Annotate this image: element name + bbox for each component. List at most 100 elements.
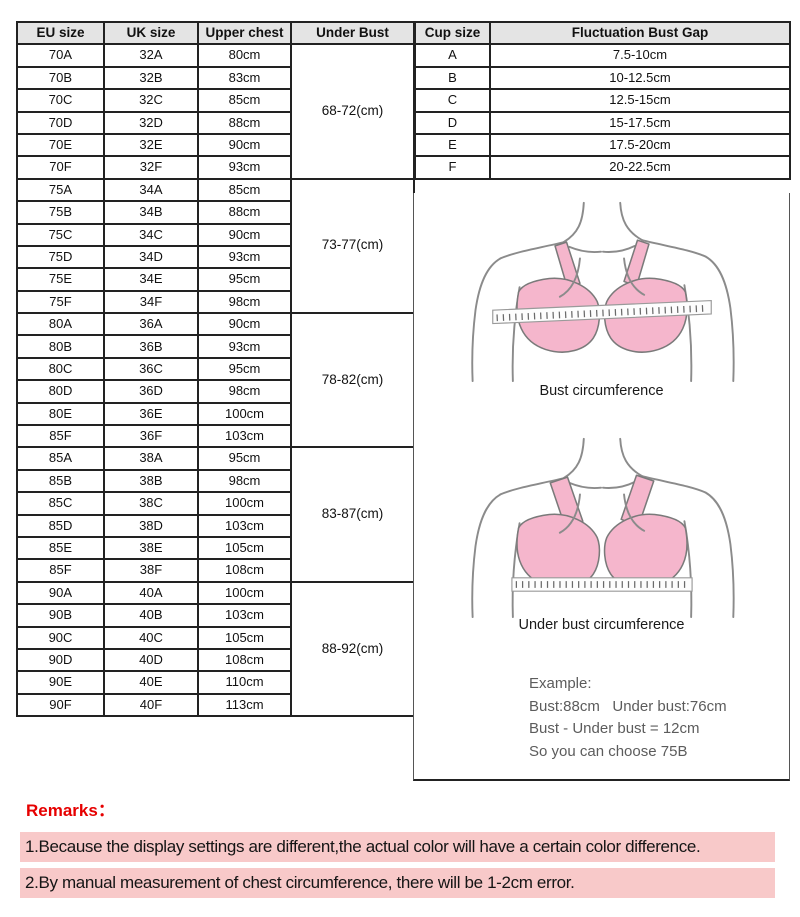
size-row: 70E 32E 90cm: [16, 132, 414, 158]
eu-size-cell: 70C: [16, 88, 105, 113]
size-row: 85F 36F 103cm: [16, 424, 414, 449]
upper-chest-cell: 98cm: [197, 379, 292, 404]
size-row: 85E 38E 105cm: [16, 535, 414, 561]
uk-size-cell: 36F: [103, 424, 199, 449]
upper-chest-cell: 110cm: [197, 670, 292, 695]
eu-size-cell: 75E: [16, 267, 105, 292]
eu-size-cell: 75F: [16, 289, 105, 315]
uk-size-cell: 32B: [103, 65, 199, 91]
uk-size-cell: 38E: [103, 535, 199, 561]
eu-size-cell: 75D: [16, 244, 105, 270]
size-table-body: 70A 32A 80cm 68-72(cm) 70B 32B 83cm 70C 32C 85cm 7…: [16, 43, 415, 718]
size-row: 85F 38F 108cm: [16, 558, 414, 583]
eu-size-cell: 90C: [16, 625, 105, 650]
upper-chest-cell: 85cm: [197, 177, 292, 203]
cup-size-cell: A: [414, 43, 491, 68]
size-row: 75C 34C 90cm: [16, 222, 414, 247]
eu-size-cell: 70E: [16, 132, 105, 158]
upper-chest-cell: 90cm: [197, 222, 292, 247]
bust-gap-cell: 10-12.5cm: [489, 65, 791, 91]
size-row: 75E 34E 95cm: [16, 267, 414, 292]
cup-row: E 17.5-20cm: [414, 132, 791, 158]
uk-size-cell: 34F: [103, 289, 199, 315]
uk-size-cell: 32F: [103, 155, 199, 180]
size-row: 80E 36E 100cm: [16, 401, 414, 427]
remarks-list: 1.Because the display settings are diffe…: [20, 832, 775, 904]
remark-item: 1.Because the display settings are diffe…: [20, 832, 775, 862]
eu-size-cell: 85C: [16, 491, 105, 516]
upper-chest-cell: 108cm: [197, 647, 292, 673]
eu-size-cell: 70A: [16, 43, 105, 68]
cleavage-lines: [558, 257, 646, 298]
cup-row: C 12.5-15cm: [414, 88, 791, 113]
eu-size-cell: 75A: [16, 177, 105, 203]
upper-chest-cell: 93cm: [197, 334, 292, 359]
measuring-tape: [511, 577, 693, 592]
size-row: 70B 32B 83cm: [16, 65, 414, 91]
uk-size-cell: 40C: [103, 625, 199, 650]
size-row: 70C 32C 85cm: [16, 88, 414, 113]
torso-outline: [471, 437, 735, 619]
cup-size-cell: D: [414, 110, 491, 135]
uk-size-cell: 32C: [103, 88, 199, 113]
size-row: 70D 32D 88cm: [16, 110, 414, 135]
under-bust-header: Under Bust: [290, 20, 415, 46]
cup-size-cell: F: [414, 155, 491, 180]
eu-size-cell: 85D: [16, 513, 105, 539]
eu-size-cell: 80D: [16, 379, 105, 404]
upper-chest-cell: 105cm: [197, 625, 292, 650]
eu-size-cell: 85B: [16, 468, 105, 494]
bust-gap-cell: 7.5-10cm: [489, 43, 791, 68]
uk-size-cell: 36C: [103, 356, 199, 382]
uk-size-cell: 38C: [103, 491, 199, 516]
bust-gap-cell: 15-17.5cm: [489, 110, 791, 135]
uk-size-cell: 36A: [103, 312, 199, 337]
eu-size-header: EU size: [16, 20, 105, 46]
upper-chest-header: Upper chest: [197, 20, 292, 46]
eu-size-cell: 90B: [16, 603, 105, 628]
upper-chest-cell: 98cm: [197, 289, 292, 315]
upper-chest-cell: 80cm: [197, 43, 292, 68]
upper-chest-cell: 100cm: [197, 580, 292, 606]
size-row: 70F 32F 93cm: [16, 155, 414, 180]
upper-chest-cell: 83cm: [197, 65, 292, 91]
upper-chest-cell: 103cm: [197, 513, 292, 539]
upper-chest-cell: 108cm: [197, 558, 292, 583]
bust-gap-cell: 20-22.5cm: [489, 155, 791, 180]
upper-chest-cell: 95cm: [197, 446, 292, 471]
cup-table-header-row: Cup size Fluctuation Bust Gap: [414, 20, 791, 46]
upper-chest-cell: 93cm: [197, 155, 292, 180]
cup-size-cell: C: [414, 88, 491, 113]
under-bust-range-cell: 78-82(cm): [290, 312, 415, 449]
eu-size-cell: 85A: [16, 446, 105, 471]
upper-chest-cell: 105cm: [197, 535, 292, 561]
size-row: 70A 32A 80cm 68-72(cm): [16, 43, 415, 180]
size-row: 85D 38D 103cm: [16, 513, 414, 539]
size-row: 90A 40A 100cm 88-92(cm): [16, 580, 415, 718]
cup-row: A 7.5-10cm: [414, 43, 791, 68]
size-row: 85B 38B 98cm: [16, 468, 414, 494]
size-row: 90D 40D 108cm: [16, 647, 414, 673]
cup-table-body: A 7.5-10cm B 10-12.5cm C 12.5-15cm D 15-17.5cm E…: [414, 43, 791, 180]
uk-size-cell: 38B: [103, 468, 199, 494]
cup-row: F 20-22.5cm: [414, 155, 791, 180]
eu-uk-size-table: EU size UK size Upper chest Under Bust 7…: [16, 20, 415, 718]
size-row: 90B 40B 103cm: [16, 603, 414, 628]
example-line: Bust - Under bust = 12cm: [529, 720, 700, 737]
upper-chest-cell: 113cm: [197, 692, 292, 718]
example-line: Example:: [529, 675, 592, 692]
torso-outline: [471, 201, 735, 383]
upper-chest-cell: 90cm: [197, 312, 292, 337]
eu-size-cell: 90E: [16, 670, 105, 695]
size-row: 75B 34B 88cm: [16, 200, 414, 225]
uk-size-cell: 38D: [103, 513, 199, 539]
size-table-header-row: EU size UK size Upper chest Under Bust: [16, 20, 415, 46]
bra: [516, 239, 688, 353]
bra: [516, 474, 688, 589]
upper-chest-cell: 100cm: [197, 491, 292, 516]
eu-size-cell: 75C: [16, 222, 105, 247]
eu-size-cell: 90D: [16, 647, 105, 673]
eu-size-cell: 85E: [16, 535, 105, 561]
upper-chest-cell: 93cm: [197, 244, 292, 270]
